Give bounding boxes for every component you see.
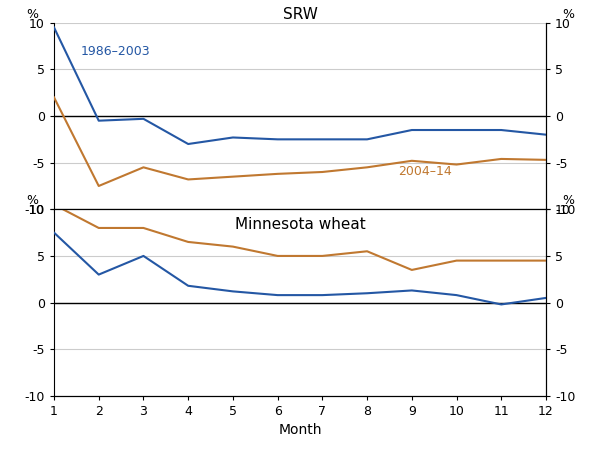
Text: %: % [26, 194, 38, 207]
Title: SRW: SRW [283, 6, 317, 21]
Text: 2004–14: 2004–14 [398, 165, 452, 178]
Text: Minnesota wheat: Minnesota wheat [235, 217, 365, 232]
X-axis label: Month: Month [278, 424, 322, 437]
Text: %: % [26, 8, 38, 21]
Text: %: % [562, 8, 574, 21]
Text: 1986–2003: 1986–2003 [81, 46, 151, 58]
Text: %: % [562, 194, 574, 207]
